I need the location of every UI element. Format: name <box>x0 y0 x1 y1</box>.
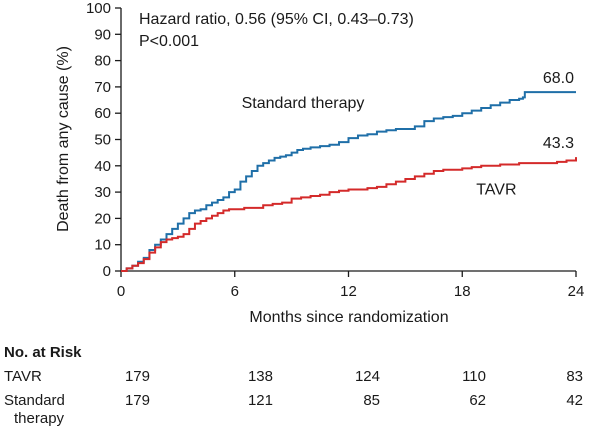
x-tick-label: 24 <box>568 283 585 300</box>
y-tick-label: 30 <box>94 184 111 201</box>
series-end-label: 68.0 <box>543 70 574 87</box>
p-value-annotation: P<0.001 <box>139 33 199 50</box>
risk-row-label-standard: Standard <box>4 392 65 409</box>
risk-value: 138 <box>247 368 273 385</box>
y-ticks: 0 10 20 30 40 50 60 70 80 90 100 <box>86 0 121 280</box>
series-layer <box>121 91 577 272</box>
y-tick-label: 90 <box>94 26 111 43</box>
y-tick-label: 50 <box>94 132 111 149</box>
hazard-ratio-annotation: Hazard ratio, 0.56 (95% CI, 0.43–0.73) <box>139 11 414 28</box>
series-line-standard-therapy <box>121 91 576 272</box>
series-line-tavr <box>121 157 577 272</box>
risk-value: 179 <box>124 392 150 409</box>
y-tick-label: 40 <box>94 158 111 175</box>
y-tick-label: 100 <box>86 0 111 17</box>
y-tick-label: 80 <box>94 53 111 70</box>
label-layer: 68.0 Standard therapy 43.3 TAVR <box>242 70 574 199</box>
risk-value: 179 <box>124 368 150 385</box>
risk-table-title: No. at Risk <box>4 344 82 361</box>
y-tick-label: 0 <box>103 263 111 280</box>
x-tick-label: 18 <box>454 283 471 300</box>
x-tick-label: 6 <box>231 283 239 300</box>
y-axis-label: Death from any cause (%) <box>55 46 72 232</box>
axes: 0 10 20 30 40 50 60 70 80 90 100 0 6 12 18 24 <box>86 0 584 300</box>
y-tick-label: 70 <box>94 79 111 96</box>
series-end-label: 43.3 <box>543 135 574 152</box>
x-tick-label: 12 <box>340 283 357 300</box>
y-tick-label: 20 <box>94 210 111 227</box>
risk-row-label-tavr: TAVR <box>4 368 42 385</box>
risk-value: 62 <box>469 392 486 409</box>
series-name-label: TAVR <box>476 182 516 199</box>
risk-row-label-standard-line2: therapy <box>14 410 65 427</box>
x-tick-label: 0 <box>117 283 125 300</box>
x-axis-label: Months since randomization <box>249 309 448 326</box>
risk-value: 83 <box>566 368 583 385</box>
risk-value: 85 <box>363 392 380 409</box>
km-chart: 0 10 20 30 40 50 60 70 80 90 100 0 6 12 18 24 68.0 Stan… <box>55 0 584 326</box>
risk-value: 42 <box>566 392 583 409</box>
y-tick-label: 60 <box>94 105 111 122</box>
y-tick-label: 10 <box>94 237 111 254</box>
risk-value: 124 <box>354 368 380 385</box>
x-ticks: 0 6 12 18 24 <box>117 271 585 300</box>
risk-value: 121 <box>247 392 273 409</box>
risk-value: 110 <box>462 368 486 385</box>
series-name-label: Standard therapy <box>242 95 365 112</box>
